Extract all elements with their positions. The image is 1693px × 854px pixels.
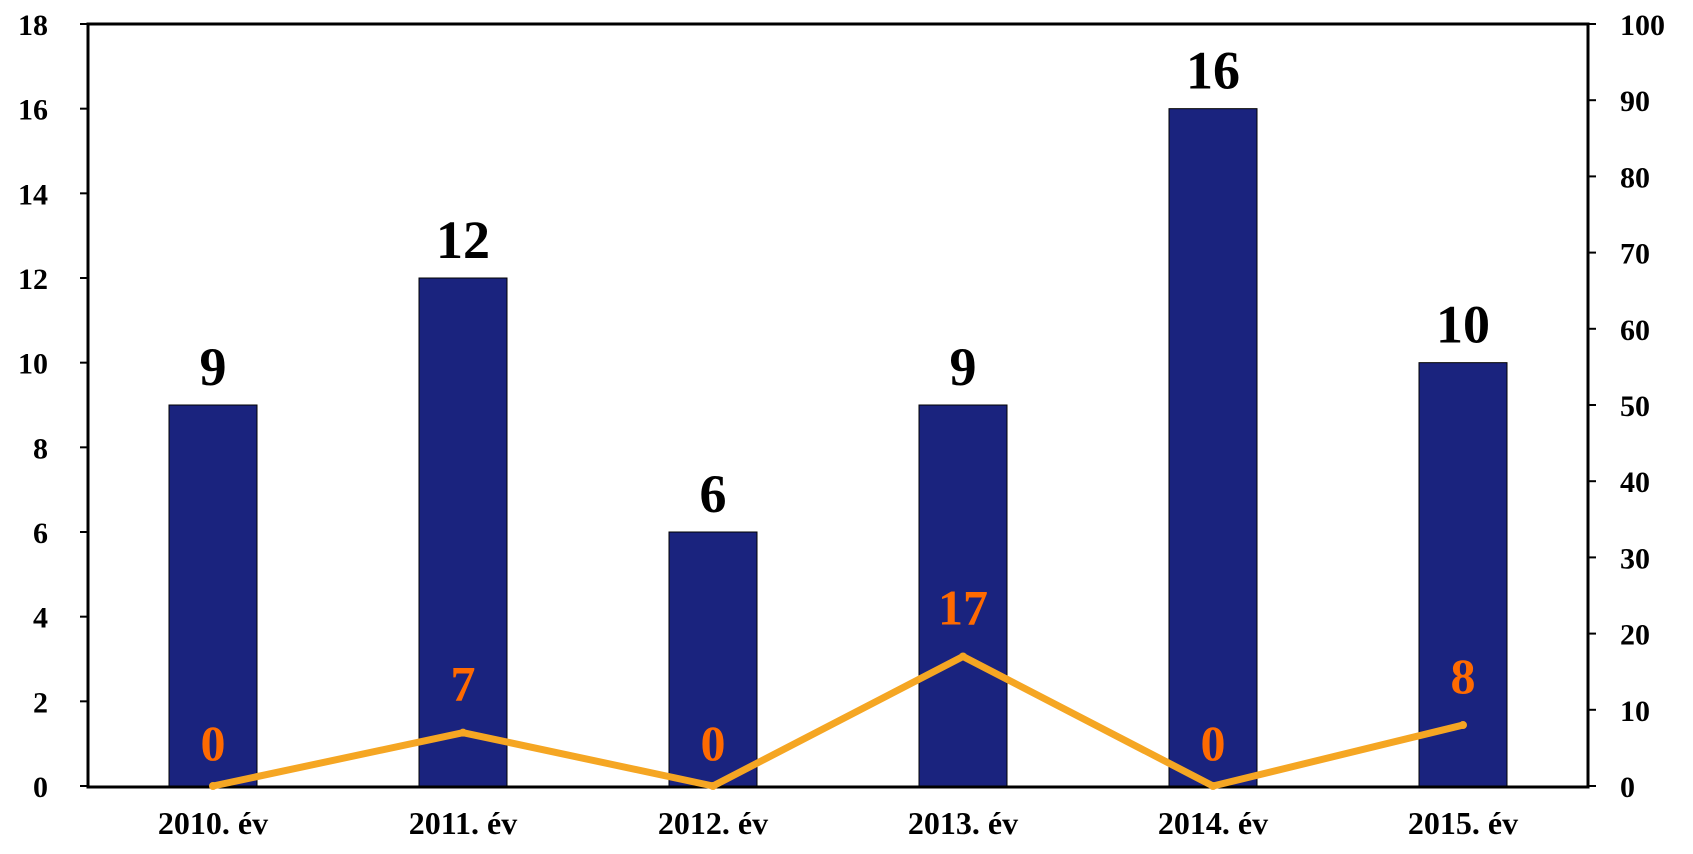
line-point	[1459, 721, 1467, 730]
line-point	[1209, 782, 1217, 790]
bar-value-label: 6	[700, 464, 727, 524]
line-point	[709, 782, 717, 790]
right-tick-label: 0	[1620, 771, 1635, 804]
right-tick-label: 90	[1620, 85, 1650, 118]
left-axis: 0 2 4 6 8 10 12 14 16 18	[18, 9, 88, 804]
bar	[418, 277, 508, 787]
line-value-label: 0	[1201, 715, 1226, 771]
right-tick-label: 40	[1620, 466, 1650, 499]
bar	[668, 531, 758, 787]
left-tick-label: 6	[33, 517, 48, 550]
right-tick-label: 80	[1620, 161, 1650, 194]
left-tick-label: 12	[18, 263, 48, 296]
bar	[1168, 108, 1258, 787]
line-data-labels: 0 7 0 17 0 8	[201, 579, 1476, 771]
line-value-label: 0	[701, 715, 726, 771]
left-tick-label: 8	[33, 432, 48, 465]
category-label: 2013. év	[908, 805, 1018, 841]
right-tick-label: 100	[1620, 9, 1665, 42]
category-label: 2010. év	[158, 805, 268, 841]
category-label: 2011. év	[409, 805, 517, 841]
line-point	[959, 652, 967, 661]
left-tick-label: 18	[18, 9, 48, 42]
right-axis: 0 10 20 30 40 50 60 70 80 90 100	[1588, 9, 1665, 804]
bar-value-label: 12	[436, 210, 490, 270]
left-tick-label: 10	[18, 348, 48, 381]
left-tick-label: 0	[33, 771, 48, 804]
category-label: 2012. év	[658, 805, 768, 841]
line-value-label: 7	[451, 656, 476, 712]
bar	[1418, 362, 1508, 787]
left-tick-label: 4	[33, 602, 48, 635]
bar-data-labels: 9 12 6 9 16 10	[200, 41, 1491, 524]
category-label: 2015. év	[1408, 805, 1518, 841]
right-tick-label: 60	[1620, 314, 1650, 347]
right-tick-label: 30	[1620, 542, 1650, 575]
bar-value-label: 16	[1186, 41, 1240, 101]
plot-area	[86, 22, 1590, 789]
right-tick-label: 70	[1620, 238, 1650, 271]
category-label: 2014. év	[1158, 805, 1268, 841]
line-point	[209, 782, 217, 790]
right-tick-label: 50	[1620, 390, 1650, 423]
bar-value-label: 9	[200, 337, 227, 397]
plot-frame	[86, 22, 1590, 789]
line-value-label: 0	[201, 715, 226, 771]
line-point	[459, 728, 467, 737]
bar-value-label: 9	[950, 337, 977, 397]
right-tick-label: 10	[1620, 695, 1650, 728]
line-value-label: 17	[938, 579, 988, 635]
left-tick-label: 14	[18, 178, 48, 211]
bar-value-label: 10	[1436, 295, 1490, 355]
line-path	[209, 652, 1467, 790]
bar	[168, 404, 258, 787]
right-tick-label: 20	[1620, 619, 1650, 652]
bar	[918, 404, 1008, 787]
left-tick-label: 2	[33, 686, 48, 719]
category-axis: 2010. év 2011. év 2012. év 2013. év 2014. év…	[158, 805, 1518, 841]
line-series	[209, 652, 1467, 790]
line-value-label: 8	[1451, 648, 1476, 704]
left-tick-label: 16	[18, 94, 48, 127]
bar-series	[168, 108, 1508, 787]
